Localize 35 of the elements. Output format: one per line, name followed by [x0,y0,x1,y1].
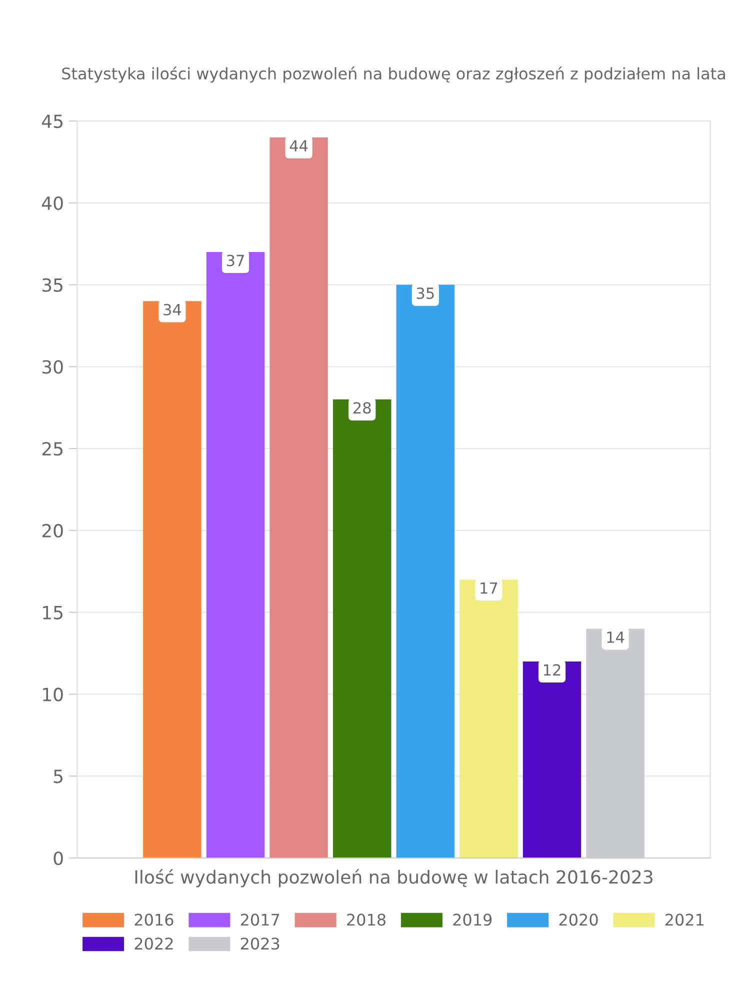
chart-title: Statystyka ilości wydanych pozwoleń na budowę oraz zgłoszeń z podziałem na lata [62,66,725,83]
y-tick-label: 25 [42,442,62,456]
bar [460,580,518,858]
legend-label: 2019 [453,914,492,926]
bar [522,661,582,858]
y-tick-label: 40 [42,196,63,210]
legend-label: 2020 [559,914,598,926]
y-tick-label: 5 [54,770,62,784]
bar [206,252,265,858]
data-label: 17 [480,582,498,594]
y-tick-label: 15 [43,606,62,620]
y-tick-label: 20 [42,524,63,538]
legend-label: 2021 [665,914,704,926]
y-tick-label: 30 [42,360,63,374]
data-label: 34 [164,304,182,316]
legend-label: 2022 [134,938,173,950]
bar [332,399,392,858]
y-tick-label: 10 [43,688,63,702]
bar [270,137,328,858]
data-label: 14 [607,632,624,643]
data-label: 28 [354,402,371,414]
data-label: 12 [544,664,560,676]
legend-label: 2016 [134,914,174,926]
data-label: 37 [226,254,244,266]
data-label: 44 [290,140,308,152]
x-tick-label: Ilość wydanych pozwoleń na budowę w latach 2016-2023 [135,869,652,888]
legend-label: 2017 [240,914,280,926]
legend-label: 2023 [240,938,280,950]
data-label: 35 [416,287,434,300]
bar [143,301,202,858]
bar [396,284,455,858]
y-tick-label: 35 [42,278,62,292]
y-tick-label: 45 [42,114,62,128]
legend-label: 2018 [347,914,386,926]
y-tick-label: 0 [54,851,63,866]
